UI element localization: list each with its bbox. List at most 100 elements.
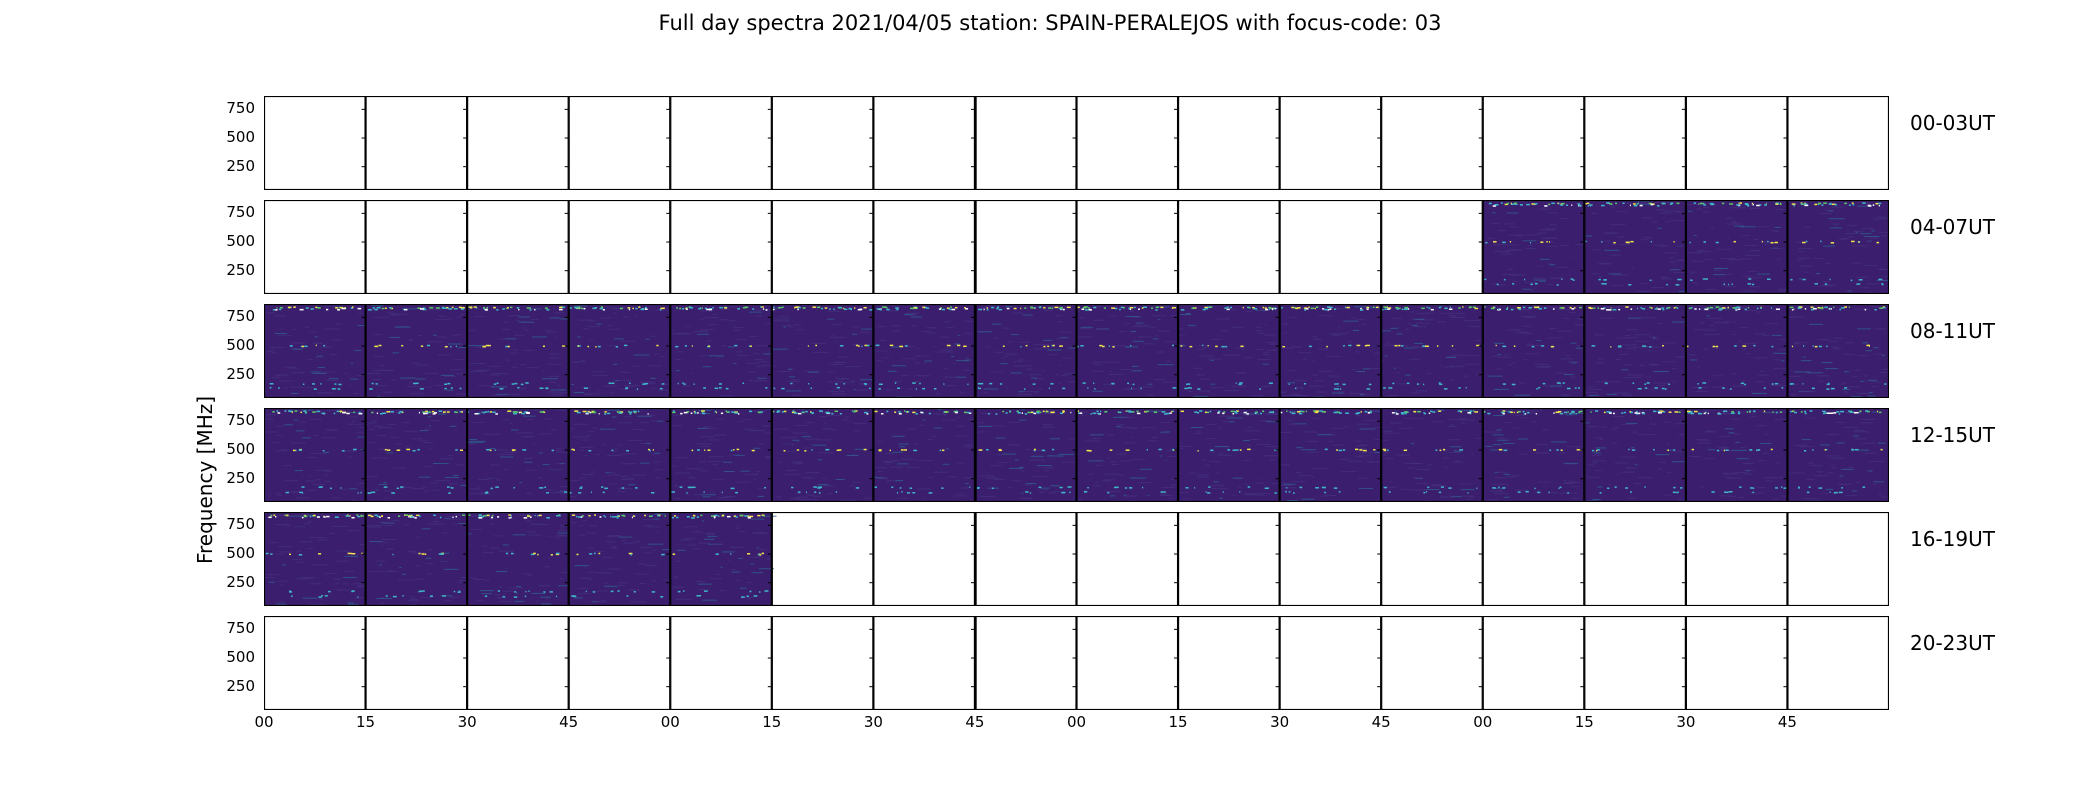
noise-mark [1871, 230, 1875, 232]
noise-mark [1861, 442, 1876, 444]
band-mark [1247, 486, 1251, 488]
spectrum-panel-empty [463, 616, 569, 710]
band-mark [614, 515, 618, 518]
noise-mark [671, 425, 683, 427]
noise-mark [1826, 455, 1839, 457]
noise-mark [1231, 326, 1244, 328]
band-mark [826, 412, 831, 414]
noise-mark [1055, 315, 1063, 317]
band-mark [1603, 283, 1607, 285]
band-mark [1207, 306, 1211, 309]
noise-mark [1704, 431, 1717, 433]
noise-mark [606, 409, 621, 411]
noise-mark [1264, 446, 1279, 448]
band-mark [1025, 344, 1028, 347]
noise-mark [1197, 348, 1206, 350]
noise-mark [625, 386, 633, 388]
band-mark [486, 306, 489, 309]
band-mark [1779, 202, 1782, 205]
band-mark [406, 448, 411, 451]
noise-mark [468, 533, 472, 535]
noise-mark [1141, 427, 1156, 429]
band-mark [589, 553, 593, 555]
band-mark [421, 590, 425, 592]
band-mark [1775, 202, 1779, 205]
band-mark [850, 308, 852, 311]
band-mark [534, 514, 536, 517]
noise-mark [1729, 259, 1741, 261]
band-mark [1462, 306, 1464, 308]
noise-mark [986, 477, 999, 479]
panel-frame [1279, 512, 1382, 606]
noise-mark [352, 583, 368, 585]
noise-mark [859, 331, 870, 333]
noise-mark [1836, 442, 1845, 444]
noise-mark [383, 482, 387, 484]
noise-mark [759, 443, 764, 445]
band-mark [1006, 307, 1010, 310]
noise-mark [1598, 276, 1602, 278]
band-mark [848, 307, 852, 310]
noise-mark [1678, 259, 1687, 261]
noise-mark [1125, 316, 1140, 318]
panel-frame [1279, 200, 1382, 294]
band-mark [1127, 382, 1129, 385]
noise-mark [271, 377, 279, 379]
band-mark [739, 514, 744, 517]
band-mark [1141, 307, 1144, 309]
band-mark [633, 410, 637, 413]
noise-mark [577, 336, 581, 338]
noise-mark [303, 523, 311, 525]
noise-mark [409, 382, 413, 384]
band-mark [351, 552, 356, 555]
noise-mark [289, 386, 305, 388]
band-mark [650, 492, 655, 494]
band-mark [1868, 345, 1870, 347]
noise-mark [1600, 262, 1610, 264]
band-mark [1525, 413, 1527, 415]
band-mark [977, 486, 980, 489]
noise-mark [750, 563, 754, 565]
noise-mark [1102, 480, 1111, 482]
band-mark [765, 387, 768, 389]
noise-mark [823, 422, 827, 424]
noise-mark [700, 494, 716, 496]
band-mark [396, 449, 401, 451]
band-mark [345, 515, 350, 517]
noise-mark [277, 334, 292, 336]
band-mark [1820, 307, 1824, 310]
band-mark [1601, 241, 1603, 243]
noise-mark [1842, 388, 1850, 390]
panel-frame [1584, 304, 1686, 398]
noise-mark [1245, 411, 1248, 413]
noise-mark [1080, 414, 1084, 416]
band-mark [1673, 307, 1676, 309]
band-mark [821, 307, 824, 310]
panel-frame [1482, 200, 1585, 294]
noise-mark [1442, 457, 1449, 459]
noise-mark [531, 318, 539, 320]
panel-frame [1381, 96, 1483, 190]
noise-mark [1389, 481, 1393, 483]
band-mark [1128, 307, 1131, 310]
band-mark [1631, 411, 1633, 413]
noise-mark [946, 448, 950, 450]
noise-mark [1179, 344, 1184, 346]
row-plot [264, 200, 1889, 294]
noise-mark [277, 553, 286, 555]
noise-mark [687, 544, 698, 546]
spectrum-panel-empty [869, 512, 976, 606]
band-mark [1679, 278, 1682, 281]
noise-mark [1384, 344, 1394, 346]
noise-mark [1592, 460, 1607, 462]
band-mark [1485, 241, 1488, 244]
noise-mark [1641, 317, 1656, 319]
band-mark [467, 411, 470, 413]
noise-mark [1120, 427, 1132, 429]
band-mark [1738, 202, 1740, 204]
band-mark [621, 514, 625, 517]
band-mark [481, 411, 483, 413]
y-tick-label: 250 [226, 676, 255, 695]
noise-mark [1774, 231, 1778, 233]
band-mark [709, 308, 713, 310]
